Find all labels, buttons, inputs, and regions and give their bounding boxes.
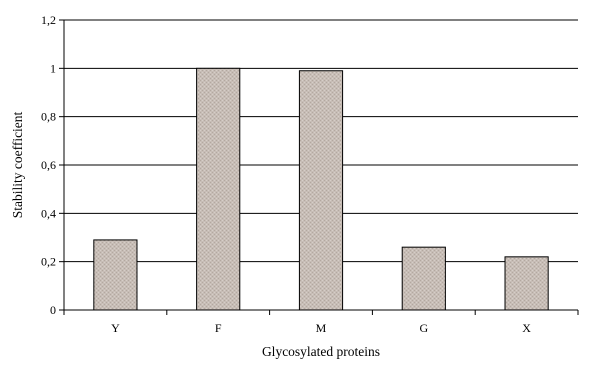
- x-tick-label-f: F: [215, 321, 222, 335]
- y-tick-label: 0,2: [41, 255, 56, 269]
- x-tick-label-g: G: [419, 321, 428, 335]
- x-tick-label-x: X: [522, 321, 531, 335]
- bar-f: [196, 67, 241, 311]
- x-tick-label-y: Y: [111, 321, 120, 335]
- bar-g: [401, 246, 446, 311]
- y-axis-title: Stability coefficient: [10, 111, 25, 218]
- bar-m: [298, 70, 344, 311]
- y-tick-label: 0,8: [41, 110, 56, 124]
- bars: [93, 67, 549, 311]
- y-tick-label: 0: [50, 303, 56, 317]
- x-tick-label-m: M: [316, 321, 327, 335]
- bar-y: [93, 239, 138, 311]
- bar-x: [504, 256, 549, 311]
- y-tick-label: 0,4: [41, 206, 56, 220]
- y-tick-label: 1: [50, 61, 56, 75]
- y-tick-label: 1,2: [41, 13, 56, 27]
- axes: [59, 19, 579, 315]
- y-tick-labels: 0 0,2 0,4 0,6 0,8 1 1,2: [41, 13, 56, 317]
- x-axis-title: Glycosylated proteins: [262, 344, 380, 359]
- y-tick-label: 0,6: [41, 158, 56, 172]
